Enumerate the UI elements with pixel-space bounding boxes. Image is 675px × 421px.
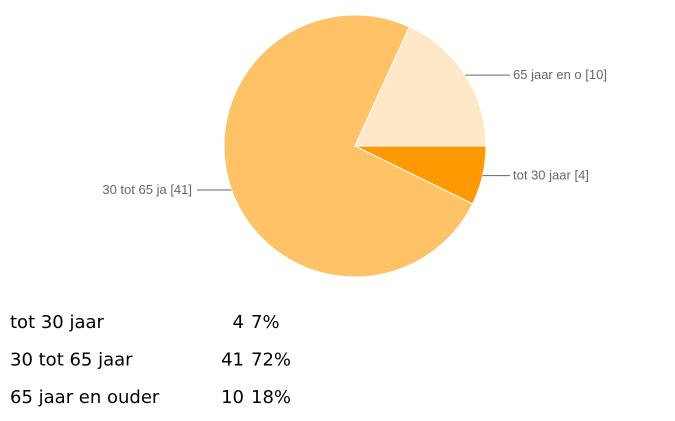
- slice-label: tot 30 jaar [4]: [513, 168, 589, 183]
- slice-name: tot 30 jaar: [513, 168, 571, 183]
- pie-slice: [223, 14, 474, 278]
- table-count: 41: [221, 350, 244, 371]
- slice-label: 65 jaar en o [10]: [513, 68, 607, 83]
- table-percent: 18%: [251, 387, 291, 408]
- table-count: 10: [221, 387, 244, 408]
- table-percent: 7%: [251, 312, 280, 333]
- slice-name: 65 jaar en o: [513, 68, 582, 83]
- pie-slice: [354, 26, 487, 147]
- slice-label: 30 tot 65 ja [41]: [102, 182, 192, 197]
- slice-value-label: [10]: [585, 68, 607, 83]
- table-label: 65 jaar en ouder: [10, 387, 160, 408]
- slice-value-label: [41]: [170, 182, 192, 197]
- table-label: tot 30 jaar: [10, 312, 105, 333]
- table-percent: 72%: [251, 350, 291, 371]
- slice-value-label: [4]: [574, 168, 588, 183]
- slice-name: 30 tot 65 ja: [102, 182, 167, 197]
- table-label: 30 tot 65 jaar: [10, 350, 133, 371]
- table-count: 4: [233, 312, 244, 333]
